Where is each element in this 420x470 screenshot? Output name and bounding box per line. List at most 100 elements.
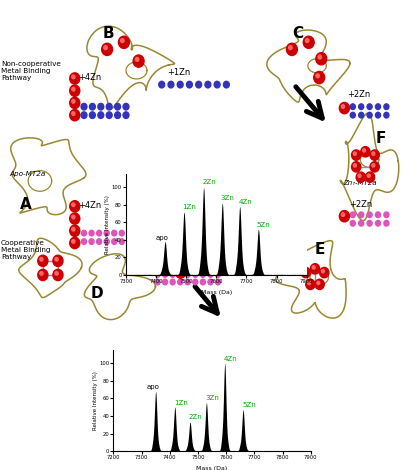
Circle shape (384, 112, 389, 118)
Circle shape (98, 112, 104, 118)
Text: 5Zn: 5Zn (257, 221, 270, 227)
Circle shape (200, 272, 205, 277)
Circle shape (200, 279, 205, 285)
Circle shape (370, 150, 379, 160)
Circle shape (55, 272, 58, 275)
Circle shape (350, 112, 355, 118)
Text: 5Zn: 5Zn (242, 402, 256, 408)
Circle shape (70, 85, 80, 96)
Circle shape (133, 55, 144, 67)
Circle shape (341, 213, 344, 216)
Text: Zn₇-MT2a: Zn₇-MT2a (344, 180, 377, 186)
Text: 4Zn: 4Zn (238, 199, 252, 204)
Circle shape (70, 110, 80, 121)
Circle shape (316, 53, 327, 65)
Circle shape (163, 272, 168, 277)
Circle shape (215, 272, 220, 277)
Text: apo: apo (147, 384, 160, 390)
Circle shape (115, 103, 121, 110)
X-axis label: Mass (Da): Mass (Da) (197, 466, 228, 470)
Circle shape (81, 103, 87, 110)
Circle shape (155, 272, 160, 277)
Circle shape (384, 212, 389, 218)
Circle shape (112, 230, 117, 236)
Circle shape (341, 105, 344, 108)
Circle shape (135, 57, 139, 62)
Text: Apo-MT2a: Apo-MT2a (9, 171, 45, 177)
Circle shape (365, 172, 375, 182)
Circle shape (72, 215, 75, 219)
Circle shape (375, 220, 381, 226)
Circle shape (72, 87, 75, 91)
Text: +2Zn: +2Zn (347, 90, 371, 99)
Circle shape (305, 39, 309, 43)
Circle shape (123, 112, 129, 118)
Circle shape (123, 103, 129, 110)
Circle shape (303, 269, 306, 273)
Circle shape (115, 112, 121, 118)
Circle shape (321, 269, 324, 273)
Circle shape (320, 267, 329, 278)
Circle shape (155, 279, 160, 285)
Circle shape (316, 74, 320, 78)
Circle shape (289, 46, 292, 50)
Circle shape (362, 149, 365, 152)
Text: Non-cooperative
Metal Binding
Pathway: Non-cooperative Metal Binding Pathway (1, 61, 61, 81)
Circle shape (81, 239, 87, 244)
Circle shape (361, 147, 370, 157)
Circle shape (185, 272, 190, 277)
Circle shape (208, 272, 213, 277)
Circle shape (70, 237, 80, 249)
Circle shape (315, 279, 324, 290)
Text: +1Zn: +1Zn (167, 68, 190, 77)
Circle shape (72, 203, 75, 206)
Circle shape (303, 36, 314, 48)
Circle shape (196, 81, 202, 88)
Circle shape (350, 104, 355, 110)
Text: +1Zn: +1Zn (183, 268, 206, 277)
Circle shape (214, 81, 220, 88)
Circle shape (215, 279, 220, 285)
Circle shape (53, 255, 63, 266)
Circle shape (38, 269, 48, 281)
Circle shape (170, 272, 175, 277)
Text: 3Zn: 3Zn (205, 395, 219, 401)
Circle shape (168, 81, 174, 88)
Circle shape (53, 269, 63, 281)
Circle shape (40, 258, 43, 261)
Circle shape (40, 272, 43, 275)
Circle shape (356, 172, 365, 182)
Circle shape (70, 213, 80, 224)
Circle shape (352, 162, 361, 172)
Text: +4Zn: +4Zn (78, 201, 101, 210)
Circle shape (223, 81, 229, 88)
Circle shape (384, 220, 389, 226)
Circle shape (307, 281, 310, 284)
Circle shape (375, 104, 381, 110)
Circle shape (89, 230, 94, 236)
Circle shape (367, 104, 372, 110)
Circle shape (318, 55, 322, 59)
Circle shape (89, 103, 95, 110)
Circle shape (372, 152, 375, 155)
Text: 1Zn: 1Zn (183, 204, 197, 210)
Circle shape (70, 73, 80, 84)
Text: A: A (20, 197, 32, 212)
Circle shape (89, 112, 95, 118)
Circle shape (97, 239, 102, 244)
Circle shape (104, 46, 108, 50)
Circle shape (170, 279, 175, 285)
Circle shape (350, 220, 355, 226)
Circle shape (312, 266, 315, 269)
Text: +2Zn: +2Zn (349, 200, 372, 209)
Text: 2Zn: 2Zn (189, 415, 203, 421)
Circle shape (350, 212, 355, 218)
Circle shape (178, 279, 183, 285)
Circle shape (163, 279, 168, 285)
Circle shape (159, 81, 165, 88)
Circle shape (186, 81, 192, 88)
Circle shape (193, 272, 198, 277)
Circle shape (72, 227, 75, 231)
Circle shape (118, 36, 129, 48)
Circle shape (70, 97, 80, 109)
